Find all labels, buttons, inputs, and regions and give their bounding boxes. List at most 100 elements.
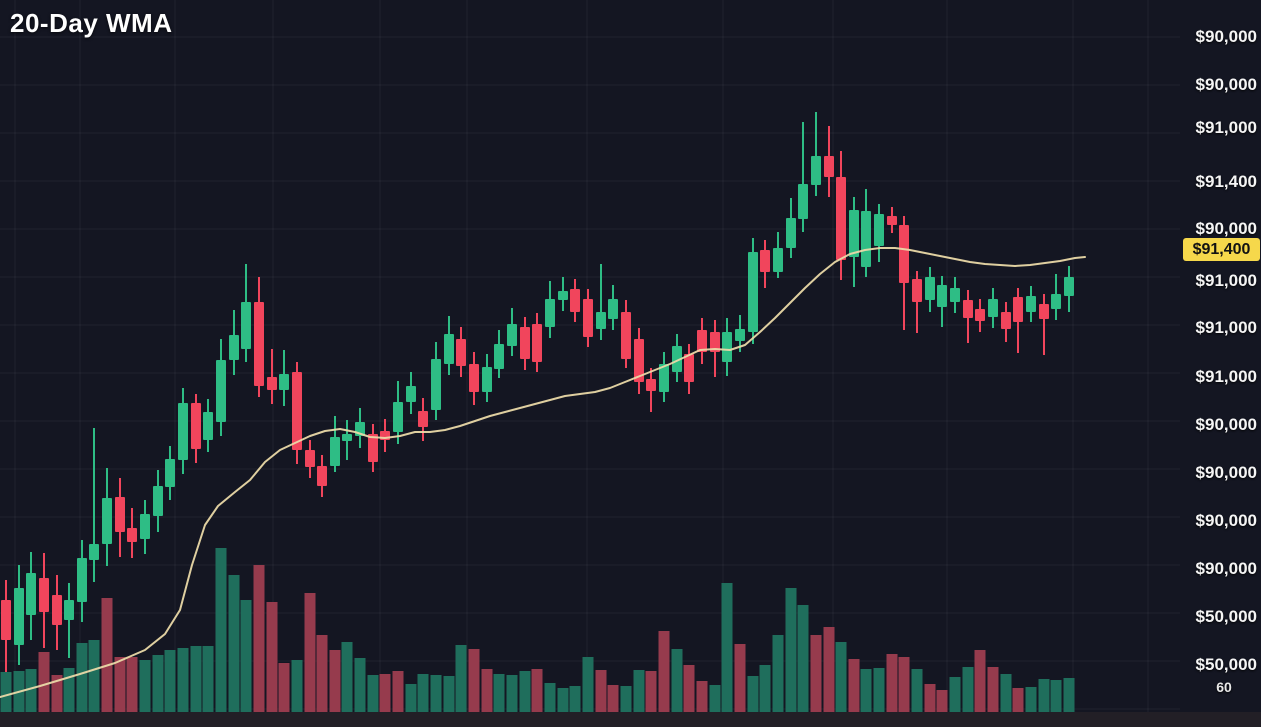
volume-bar bbox=[557, 688, 569, 712]
candle-body bbox=[1, 600, 11, 640]
volume-bar bbox=[25, 669, 37, 712]
volume-bar bbox=[164, 650, 176, 712]
candle-body bbox=[229, 335, 239, 360]
candle-body bbox=[861, 211, 871, 267]
volume-bar bbox=[88, 640, 100, 712]
price-axis-label: $91,000 bbox=[1195, 367, 1257, 386]
candle-wick bbox=[93, 428, 95, 582]
candle-body bbox=[786, 218, 796, 248]
candle-body bbox=[115, 497, 125, 532]
candle-body bbox=[77, 558, 87, 602]
volume-bar bbox=[848, 659, 860, 712]
candle-body bbox=[937, 285, 947, 307]
candle-body bbox=[1001, 312, 1011, 329]
candle-wick bbox=[815, 112, 817, 196]
volume-bar bbox=[430, 675, 442, 712]
volume-bar bbox=[544, 683, 556, 712]
volume-bar bbox=[126, 657, 138, 712]
candle-body bbox=[874, 214, 884, 246]
candle-body bbox=[849, 210, 859, 257]
bottom-strip bbox=[0, 712, 1261, 727]
volume-bar bbox=[266, 602, 278, 712]
candle-body bbox=[697, 330, 707, 352]
volume-bar bbox=[759, 665, 771, 712]
candle-body bbox=[191, 403, 201, 449]
candle-body bbox=[178, 403, 188, 460]
volume-bars bbox=[0, 548, 1075, 712]
candle-body bbox=[1026, 296, 1036, 312]
volume-bar bbox=[278, 663, 290, 712]
candle-body bbox=[444, 334, 454, 364]
volume-bar bbox=[860, 669, 872, 712]
wma-line bbox=[0, 247, 1086, 698]
candle-body bbox=[532, 324, 542, 362]
candles bbox=[1, 112, 1074, 672]
volume-bar bbox=[152, 655, 164, 712]
volume-bar bbox=[1000, 674, 1012, 712]
candle-body bbox=[735, 329, 745, 341]
candle-body bbox=[342, 434, 352, 441]
volume-bar bbox=[683, 665, 695, 712]
candle-body bbox=[14, 588, 24, 645]
candle-body bbox=[646, 379, 656, 391]
volume-bar bbox=[114, 657, 126, 712]
volume-bar bbox=[38, 652, 50, 712]
volume-bar bbox=[873, 668, 885, 712]
candle-body bbox=[64, 600, 74, 620]
candle-wick bbox=[68, 583, 70, 658]
candle-body bbox=[824, 156, 834, 177]
volume-bar bbox=[797, 605, 809, 712]
volume-bar bbox=[468, 649, 480, 712]
volume-bar bbox=[1025, 687, 1037, 712]
volume-bar bbox=[190, 646, 202, 712]
volume-bar bbox=[620, 686, 632, 712]
volume-bar bbox=[582, 657, 594, 712]
candle-body bbox=[292, 372, 302, 450]
volume-bar bbox=[341, 642, 353, 712]
candle-body bbox=[684, 354, 694, 382]
price-axis-label: $90,000 bbox=[1195, 463, 1257, 482]
volume-bar bbox=[633, 670, 645, 712]
candle-body bbox=[317, 466, 327, 486]
volume-bar bbox=[974, 650, 986, 712]
volume-bar bbox=[645, 671, 657, 712]
candle-body bbox=[773, 248, 783, 272]
volume-bar bbox=[367, 675, 379, 712]
candle-body bbox=[672, 346, 682, 372]
volume-bar bbox=[253, 565, 265, 712]
candle-body bbox=[608, 299, 618, 319]
volume-bar bbox=[519, 671, 531, 712]
candle-body bbox=[710, 332, 720, 352]
candle-body bbox=[1064, 277, 1074, 296]
candle-body bbox=[418, 411, 428, 427]
volume-bar bbox=[379, 674, 391, 712]
axis-sub-label: 60 bbox=[1216, 679, 1232, 695]
candle-body bbox=[1051, 294, 1061, 309]
volume-bar bbox=[481, 669, 493, 712]
candle-body bbox=[811, 156, 821, 185]
candle-body bbox=[267, 377, 277, 390]
candle-body bbox=[520, 327, 530, 359]
candle-wick bbox=[1043, 294, 1045, 355]
candle-body bbox=[254, 302, 264, 386]
volume-bar bbox=[101, 598, 113, 712]
candle-body bbox=[925, 277, 935, 300]
volume-bar bbox=[329, 650, 341, 712]
candle-body bbox=[558, 291, 568, 300]
candle-body bbox=[469, 364, 479, 392]
volume-bar bbox=[810, 635, 822, 712]
volume-bar bbox=[696, 681, 708, 712]
volume-bar bbox=[51, 675, 63, 712]
candle-body bbox=[102, 498, 112, 544]
volume-bar bbox=[506, 675, 518, 712]
price-axis-label: $91,000 bbox=[1195, 118, 1257, 137]
candle-body bbox=[52, 595, 62, 625]
volume-bar bbox=[202, 646, 214, 712]
candle-body bbox=[634, 339, 644, 382]
candle-body bbox=[393, 402, 403, 432]
volume-bar bbox=[911, 669, 923, 712]
volume-bar bbox=[0, 672, 12, 712]
price-axis-label: $91,400 bbox=[1195, 172, 1257, 191]
candle-body bbox=[912, 279, 922, 302]
